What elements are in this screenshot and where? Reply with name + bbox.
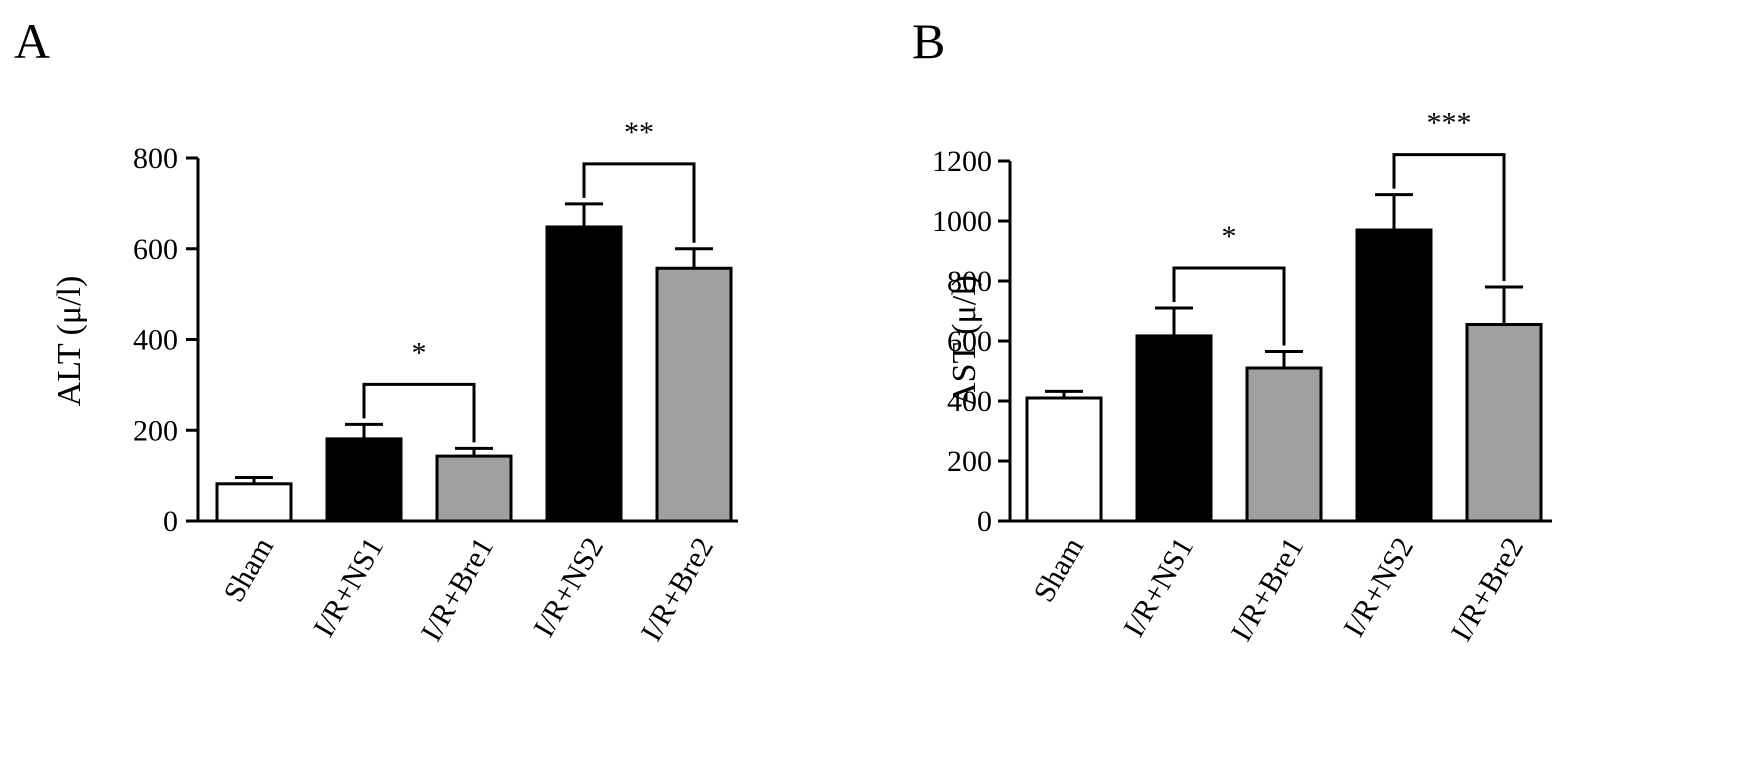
y-tick-label: 0 [163, 505, 178, 538]
significance-bracket [582, 162, 696, 243]
x-category-label: I/R+NS1 [307, 532, 390, 643]
y-tick-label: 400 [133, 324, 178, 357]
bar-sham [1025, 396, 1103, 523]
panel-label-a: A [14, 13, 50, 69]
y-tick-label: 1200 [932, 145, 992, 178]
x-category-label: Sham [1027, 532, 1090, 608]
bar-sham [215, 482, 293, 523]
x-category-label: I/R+NS2 [1337, 532, 1420, 643]
significance-bracket [1172, 266, 1286, 346]
y-tick-label: 600 [947, 325, 992, 358]
bar-i-r-bre2 [655, 266, 733, 523]
panel-b-ast-chart: B AST (μ/l) 0 200 400 600 800 1000 1200 Sham I/R… [912, 13, 1552, 647]
y-tick-label: 200 [133, 414, 178, 447]
x-category-label: I/R+NS2 [527, 532, 610, 643]
bar-i-r-ns2 [1355, 228, 1433, 523]
y-tick-label: 0 [977, 505, 992, 538]
y-tick-label: 1000 [932, 205, 992, 238]
significance-label: * [412, 336, 427, 369]
x-category-label: I/R+NS1 [1117, 532, 1200, 643]
x-category-label: I/R+Bre2 [1445, 532, 1530, 647]
y-tick-label: 600 [133, 233, 178, 266]
panel-label-b: B [912, 13, 945, 69]
bar-i-r-ns2 [545, 225, 623, 523]
bar-i-r-bre1 [1245, 366, 1323, 523]
bar-i-r-ns1 [1135, 334, 1213, 523]
bar-i-r-ns1 [325, 437, 403, 523]
y-tick-label: 400 [947, 385, 992, 418]
y-tick-label: 800 [947, 265, 992, 298]
y-axis-title-alt: ALT (μ/l) [51, 276, 88, 407]
significance-label: ** [624, 116, 654, 149]
x-category-label: I/R+Bre2 [635, 532, 720, 647]
significance-label: * [1222, 220, 1237, 253]
y-tick-label: 200 [947, 445, 992, 478]
bar-i-r-bre1 [435, 454, 513, 523]
significance-bracket [362, 382, 476, 443]
bar-i-r-bre2 [1465, 323, 1543, 523]
x-category-label: Sham [217, 532, 280, 608]
y-axis-title-ast: AST (μ/l) [946, 275, 983, 407]
significance-bracket [1392, 153, 1506, 281]
panel-a-alt-chart: A ALT (μ/l) 0 200 400 600 800 Sham I/R+NS1 I/R+… [14, 13, 738, 647]
x-category-label: I/R+Bre1 [1225, 532, 1310, 647]
y-tick-label: 800 [133, 142, 178, 175]
significance-label: *** [1427, 107, 1472, 140]
x-category-label: I/R+Bre1 [415, 532, 500, 647]
